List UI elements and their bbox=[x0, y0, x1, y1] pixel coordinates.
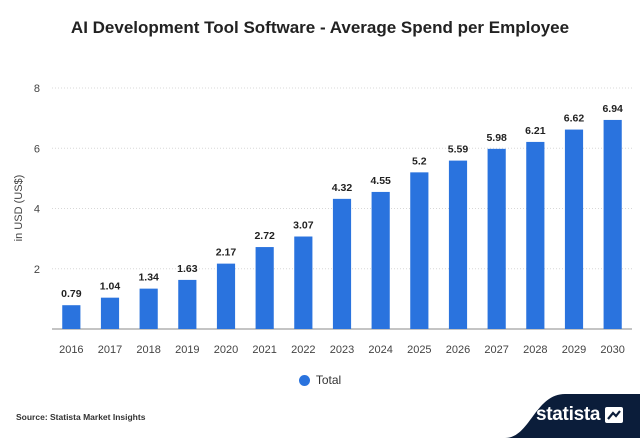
bar[interactable] bbox=[371, 191, 390, 329]
y-axis: 2 4 6 8 bbox=[34, 83, 40, 276]
bar[interactable] bbox=[526, 141, 545, 329]
statista-logo[interactable]: statista bbox=[536, 404, 624, 426]
x-tick-label: 2017 bbox=[98, 344, 122, 356]
data-label: 6.94 bbox=[602, 103, 623, 115]
x-axis: 2016 2017 2018 2019 2020 2021 2022 2023 2024 2025… bbox=[59, 344, 625, 356]
bar[interactable] bbox=[255, 247, 274, 329]
bar[interactable] bbox=[294, 236, 313, 329]
x-tick-label: 2016 bbox=[59, 344, 83, 356]
bars bbox=[62, 119, 622, 330]
bar[interactable] bbox=[178, 279, 197, 329]
bar[interactable] bbox=[410, 172, 429, 329]
statista-logo-icon bbox=[605, 407, 624, 423]
chart-title: AI Development Tool Software - Average S… bbox=[70, 18, 570, 37]
data-label: 1.04 bbox=[100, 281, 121, 293]
bar[interactable] bbox=[139, 288, 158, 329]
y-tick-label: 4 bbox=[34, 204, 40, 216]
x-tick-label: 2028 bbox=[523, 344, 547, 356]
brand-band bbox=[505, 394, 640, 438]
data-label: 6.62 bbox=[564, 113, 585, 125]
brand-name: statista bbox=[536, 404, 601, 425]
source-note: Source: Statista Market Insights bbox=[16, 412, 146, 422]
bar[interactable] bbox=[62, 305, 81, 329]
x-tick-label: 2030 bbox=[600, 344, 624, 356]
x-tick-label: 2022 bbox=[291, 344, 315, 356]
data-label: 6.21 bbox=[525, 125, 546, 137]
x-tick-label: 2021 bbox=[252, 344, 276, 356]
x-tick-label: 2018 bbox=[136, 344, 160, 356]
y-axis-label: in USD (US$) bbox=[13, 175, 25, 242]
x-tick-label: 2029 bbox=[562, 344, 586, 356]
data-label: 5.59 bbox=[448, 144, 469, 156]
y-tick-label: 8 bbox=[34, 83, 40, 95]
bar[interactable] bbox=[564, 129, 584, 329]
data-label: 4.32 bbox=[332, 182, 353, 194]
legend[interactable]: Total bbox=[0, 373, 640, 387]
data-label: 5.2 bbox=[412, 155, 427, 167]
data-label: 2.17 bbox=[216, 247, 237, 259]
bar[interactable] bbox=[216, 263, 236, 329]
data-labels: 0.79 1.04 1.34 1.63 2.17 2.72 3.07 4.32 4.55 5.2 5… bbox=[61, 103, 623, 300]
data-label: 3.07 bbox=[293, 220, 314, 232]
x-tick-label: 2024 bbox=[368, 344, 392, 356]
data-label: 1.34 bbox=[138, 272, 159, 284]
data-label: 5.98 bbox=[486, 132, 507, 144]
legend-label: Total bbox=[315, 373, 342, 387]
data-label: 0.79 bbox=[61, 288, 82, 300]
x-tick-label: 2025 bbox=[407, 344, 431, 356]
bar[interactable] bbox=[448, 160, 468, 329]
bar[interactable] bbox=[603, 119, 622, 330]
data-label: 2.72 bbox=[254, 230, 275, 242]
bar[interactable] bbox=[487, 148, 506, 329]
x-tick-label: 2026 bbox=[446, 344, 470, 356]
bar[interactable] bbox=[332, 198, 352, 329]
legend-swatch bbox=[298, 374, 310, 386]
bar[interactable] bbox=[100, 297, 120, 329]
x-tick-label: 2023 bbox=[330, 344, 354, 356]
y-tick-label: 2 bbox=[34, 264, 40, 276]
x-tick-label: 2019 bbox=[175, 344, 199, 356]
data-label: 4.55 bbox=[370, 175, 391, 187]
x-tick-label: 2027 bbox=[484, 344, 508, 356]
data-label: 1.63 bbox=[177, 263, 198, 275]
x-tick-label: 2020 bbox=[214, 344, 238, 356]
y-tick-label: 6 bbox=[34, 143, 40, 155]
